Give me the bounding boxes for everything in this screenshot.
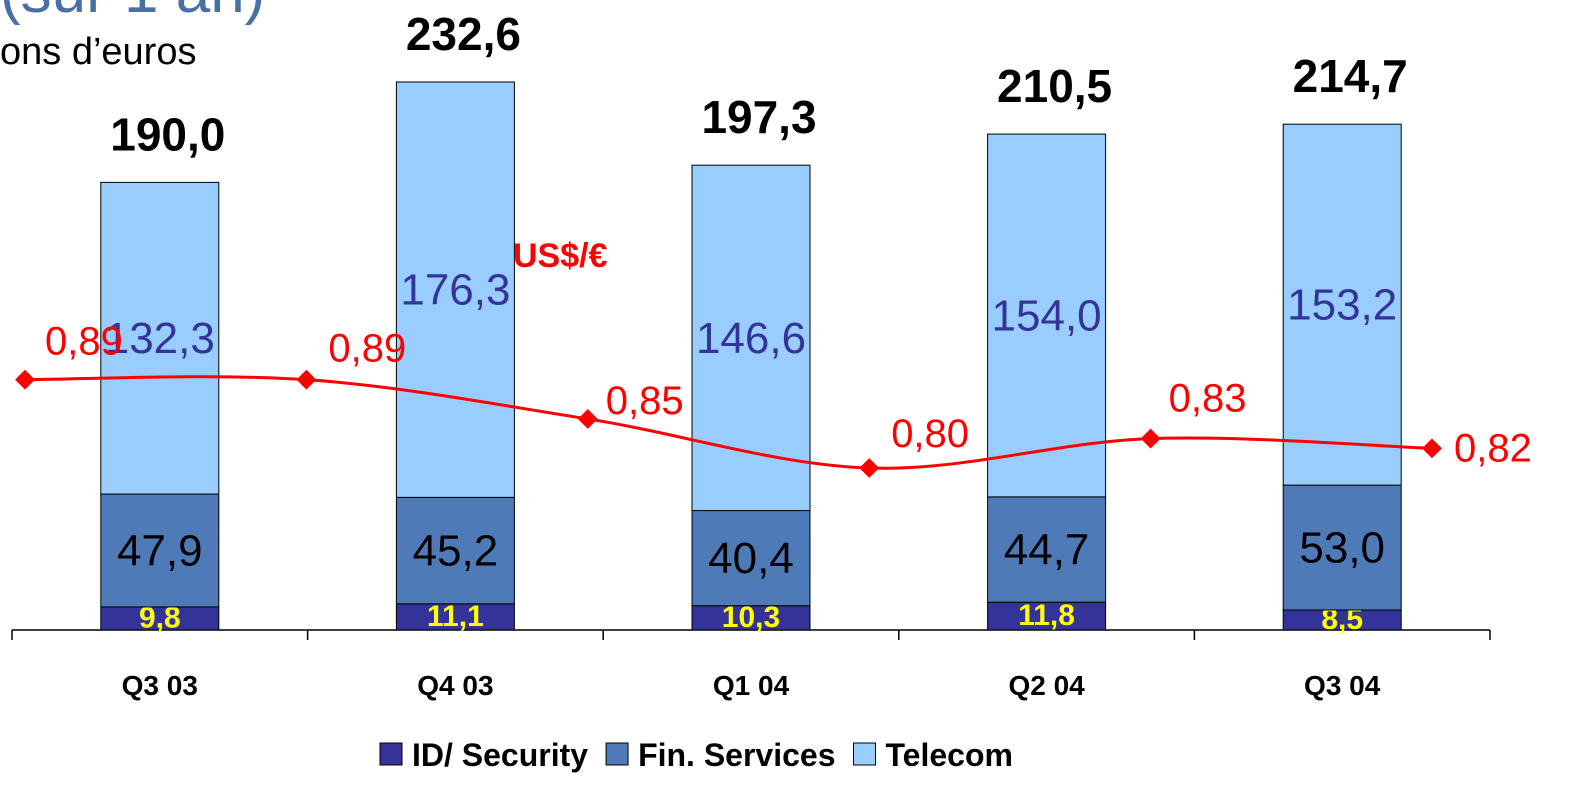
line-marker xyxy=(1140,428,1161,449)
total-label: 197,3 xyxy=(701,91,816,143)
bar-segment xyxy=(395,496,515,605)
line-marker xyxy=(1422,438,1442,459)
chart-subtitle: ons d’euros xyxy=(0,31,196,73)
segment-label: 53,0 xyxy=(1299,524,1385,573)
x-tick-label: Q4 03 xyxy=(417,670,493,701)
bar-segment xyxy=(691,510,811,607)
line-label: 0,89 xyxy=(328,327,406,371)
line-marker xyxy=(296,369,317,390)
x-tick-label: Q3 04 xyxy=(1304,670,1381,701)
segment-label: 47,9 xyxy=(117,526,203,575)
total-label: 232,6 xyxy=(406,8,521,60)
segment-label: 40,4 xyxy=(708,534,794,583)
line-marker xyxy=(15,369,35,390)
legend-label: Fin. Services xyxy=(638,737,835,773)
line-label: 0,80 xyxy=(891,412,969,456)
total-label: 210,5 xyxy=(997,60,1112,112)
segment-label: 11,8 xyxy=(1018,599,1075,632)
bar-segment xyxy=(1282,484,1402,611)
legend-label: ID/ Security xyxy=(412,737,588,773)
line-label: 0,89 xyxy=(45,320,123,364)
legend-swatch xyxy=(379,742,403,766)
bar-segment xyxy=(395,603,515,631)
line-label: 0,82 xyxy=(1454,426,1532,470)
legend-swatch xyxy=(605,742,629,766)
legend-label: Telecom xyxy=(886,737,1013,773)
bar-segment xyxy=(395,81,515,498)
line-marker xyxy=(577,409,598,429)
line xyxy=(24,375,1433,470)
segment-label: 10,3 xyxy=(722,601,780,634)
x-tick-label: Q2 04 xyxy=(1008,670,1085,701)
segment-label: 154,0 xyxy=(992,291,1102,340)
bar-segment xyxy=(987,496,1107,603)
legend-swatch xyxy=(853,742,876,766)
bar-segment xyxy=(691,605,811,631)
bar-segment xyxy=(987,133,1107,498)
total-label: 214,7 xyxy=(1293,50,1408,102)
bar-segment xyxy=(100,181,220,495)
segment-label: 176,3 xyxy=(400,266,510,315)
x-tick-label: Q3 03 xyxy=(122,670,198,701)
bar-segment xyxy=(100,493,220,608)
line-marker xyxy=(859,458,880,478)
bar-segment xyxy=(1282,123,1402,486)
segment-label: 132,3 xyxy=(105,314,215,363)
segment-label: 44,7 xyxy=(1004,526,1090,575)
segment-label: 146,6 xyxy=(696,314,806,363)
segment-label: 45,2 xyxy=(413,527,499,576)
segment-label: 153,2 xyxy=(1287,281,1397,330)
line-label: 0,85 xyxy=(606,379,684,423)
segment-label: 11,1 xyxy=(427,600,484,633)
line-label: 0,83 xyxy=(1169,377,1247,421)
x-tick-label: Q1 04 xyxy=(713,670,790,701)
chart-title: (sur 1 an) xyxy=(0,0,265,26)
line-name: US$/€ xyxy=(513,237,608,275)
total-label: 190,0 xyxy=(110,108,225,160)
